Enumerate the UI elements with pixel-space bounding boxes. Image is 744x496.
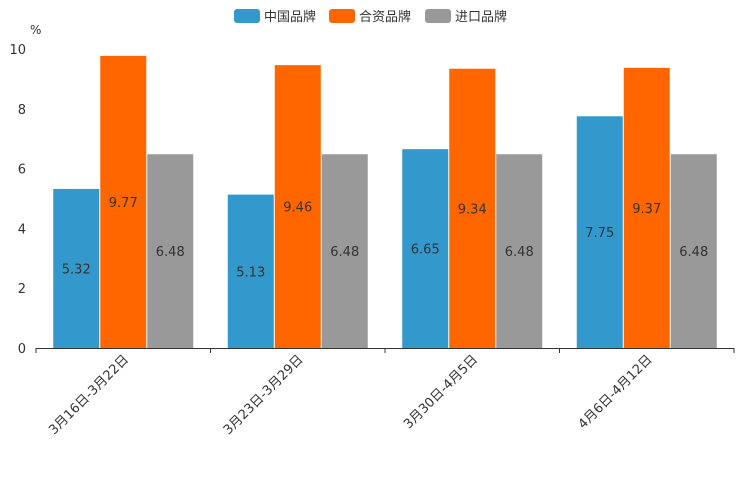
legend-swatch (329, 9, 355, 23)
bar-value-label: 6.48 (156, 245, 185, 260)
bar (496, 154, 543, 348)
legend-item[interactable]: 进口品牌 (425, 9, 507, 25)
legend-item[interactable]: 中国品牌 (234, 9, 316, 25)
x-category-label: 3月30日-4月5日 (401, 352, 481, 432)
bar-value-label: 9.34 (458, 202, 487, 217)
legend: 中国品牌 合资品牌 进口品牌 (234, 9, 507, 25)
bar (402, 149, 449, 348)
bar (670, 154, 717, 348)
legend-label: 进口品牌 (455, 9, 507, 25)
bar (449, 68, 496, 348)
bar (321, 154, 368, 348)
bar-value-label: 6.48 (679, 245, 708, 260)
x-category-label: 3月23日-3月29日 (221, 352, 307, 438)
bar-value-label: 9.77 (109, 196, 138, 211)
bar-value-label: 7.75 (585, 226, 614, 241)
y-tick-label: 4 (18, 222, 26, 237)
y-tick-label: 8 (18, 103, 26, 118)
y-tick-label: 2 (18, 282, 26, 297)
bar (623, 67, 670, 348)
bar (274, 65, 321, 348)
y-tick-label: 0 (18, 342, 26, 357)
bar-value-label: 5.13 (236, 265, 265, 280)
x-category-label: 3月16日-3月22日 (46, 352, 132, 438)
bar (227, 194, 274, 348)
bar-value-label: 5.32 (62, 262, 91, 277)
legend-label: 合资品牌 (359, 9, 411, 25)
x-category-label: 4月6日-4月12日 (576, 352, 656, 432)
bar-value-label: 9.37 (632, 202, 661, 217)
legend-swatch (425, 9, 451, 23)
y-axis: 0 2 4 6 8 10 (9, 43, 26, 357)
bar (147, 154, 194, 348)
y-tick-label: 10 (9, 43, 26, 58)
x-axis: 3月16日-3月22日 3月23日-3月29日 3月30日-4月5日 4月6日-4月1… (35, 348, 735, 438)
bar-series-group: 5.32 9.77 6.48 5.13 9.46 6.48 6.65 9.34 6.48 7.75… (53, 55, 717, 349)
bar-value-label: 6.48 (330, 245, 359, 260)
legend-item[interactable]: 合资品牌 (329, 9, 411, 25)
bar-value-label: 6.48 (505, 245, 534, 260)
y-axis-unit-label: % (30, 23, 41, 37)
bar (53, 188, 100, 348)
bar (100, 55, 147, 348)
legend-swatch (234, 9, 260, 23)
y-tick-label: 6 (18, 163, 26, 178)
bar-value-label: 9.46 (283, 201, 312, 216)
legend-label: 中国品牌 (264, 9, 316, 25)
bar (576, 116, 623, 349)
bar-value-label: 6.65 (411, 243, 440, 258)
